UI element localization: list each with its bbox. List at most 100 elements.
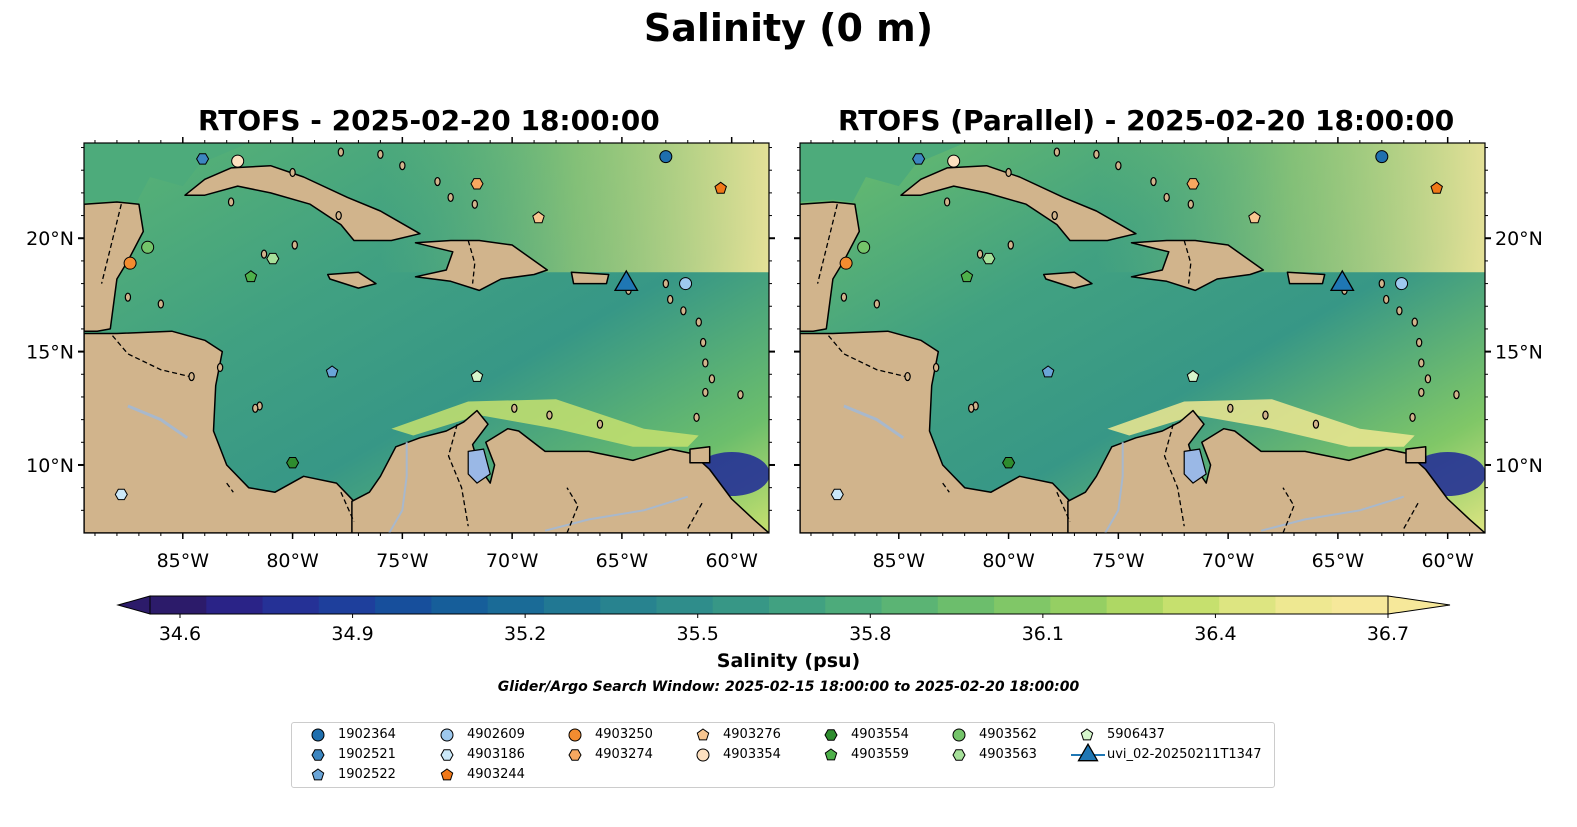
legend-label: 4903276 [723, 727, 781, 742]
platform-4903186 [114, 488, 128, 501]
colorbar-segment [656, 596, 714, 614]
lake-maracaibo [1183, 448, 1207, 484]
platform-1902364 [659, 150, 673, 164]
legend-circle [440, 728, 454, 742]
legend-item: 4903250 [568, 727, 653, 742]
lon-tick-label: 80°W [982, 550, 1035, 572]
platform-1902364 [1375, 150, 1389, 164]
legend-pentagon [1080, 728, 1094, 741]
legend-hexagon [952, 749, 966, 761]
high-salinity-band [380, 143, 769, 273]
legend-label: 1902521 [338, 747, 396, 762]
river [843, 404, 905, 440]
island [968, 403, 975, 413]
lon-tick-label: 75°W [1092, 550, 1145, 572]
island [252, 403, 259, 413]
river [127, 404, 189, 440]
colorbar-frame [149, 595, 1389, 615]
coastal-high-salinity [1107, 399, 1415, 447]
country-border [1282, 487, 1295, 533]
colorbar-segment [206, 596, 264, 614]
land-cuba [900, 164, 1137, 242]
country-border [828, 335, 906, 378]
island [1187, 199, 1195, 209]
legend-pentagon [311, 768, 325, 781]
country-border [112, 335, 190, 378]
island [702, 387, 709, 398]
legend-circle [696, 748, 710, 762]
colorbar-segment [994, 596, 1051, 614]
legend-circle [952, 728, 966, 742]
platform-4903562 [857, 240, 871, 254]
island [227, 197, 235, 207]
island [662, 278, 670, 289]
country-border [566, 487, 579, 533]
platform-1902521 [196, 153, 210, 165]
island [377, 149, 384, 159]
legend-item: 1902521 [311, 747, 396, 762]
left-map-panel: 85°W 80°W 75°W 70°W 65°W 60°W 10°N 15°N 20°N [26, 137, 775, 572]
platform-1902522 [1041, 365, 1055, 378]
platform-legend: 1902364 1902521 1902522 4902609 4903186 49032… [291, 722, 1275, 788]
figure-title: Salinity (0 m) [643, 6, 934, 50]
island [546, 410, 553, 420]
legend-marker [440, 728, 454, 742]
island [695, 317, 702, 327]
platform-uvi_02-20250211T1347 [613, 269, 639, 292]
colorbar-segment [1275, 596, 1333, 614]
island [1163, 192, 1170, 203]
country-border [340, 491, 355, 522]
land-cuba [184, 164, 421, 242]
river [1260, 495, 1405, 532]
platform-4903563 [266, 252, 280, 265]
platform-4903244 [714, 181, 727, 194]
island [840, 292, 848, 302]
legend-item: 4903559 [824, 747, 909, 762]
legend-label: 4903559 [851, 747, 909, 762]
island [289, 167, 296, 178]
legend-item: 4903354 [696, 747, 781, 762]
legend-marker [696, 728, 710, 741]
legend-hexagon [440, 749, 454, 761]
island [216, 362, 224, 373]
lon-tick-label: 85°W [873, 550, 926, 572]
platform-4903554 [1002, 457, 1016, 469]
legend-marker [1080, 728, 1094, 741]
legend-label: 4903274 [595, 747, 653, 762]
country-border [687, 500, 704, 529]
colorbar-segment [1331, 596, 1389, 614]
island [1415, 337, 1423, 348]
legend-item: 1902364 [311, 727, 396, 742]
land-puertorico [1286, 271, 1326, 285]
lat-tick-label: 15°N [1495, 342, 1543, 364]
lat-tick-label: 10°N [1495, 455, 1543, 477]
land-jamaica [326, 271, 377, 289]
legend-item: 4903563 [952, 747, 1037, 762]
lat-tick-label: 10°N [26, 455, 74, 477]
colorbar-tick-label: 36.7 [1367, 623, 1409, 645]
legend-circle [568, 728, 582, 742]
colorbar-tick-label: 34.9 [331, 623, 373, 645]
island [873, 299, 881, 309]
colorbar-tick-label: 35.8 [849, 623, 891, 645]
legend-pentagon [440, 768, 454, 781]
island [471, 199, 479, 209]
platform-4903276 [532, 211, 545, 224]
island [708, 374, 716, 384]
legend-marker [1071, 742, 1105, 762]
legend-label: 4903250 [595, 727, 653, 742]
search-window-text: Glider/Argo Search Window: 2025-02-15 18… [497, 679, 1080, 695]
legend-marker [568, 749, 582, 761]
island [904, 371, 911, 382]
legend-label: 4903554 [851, 727, 909, 742]
platform-4903559 [960, 270, 974, 283]
island [157, 299, 165, 309]
colorbar-tick-label: 35.2 [504, 623, 546, 645]
map-frame [799, 142, 1486, 534]
island [1409, 412, 1416, 422]
island [976, 249, 984, 259]
platform-4902609 [1395, 277, 1409, 291]
colorbar-extend-high [1387, 595, 1451, 615]
island [1312, 419, 1320, 429]
